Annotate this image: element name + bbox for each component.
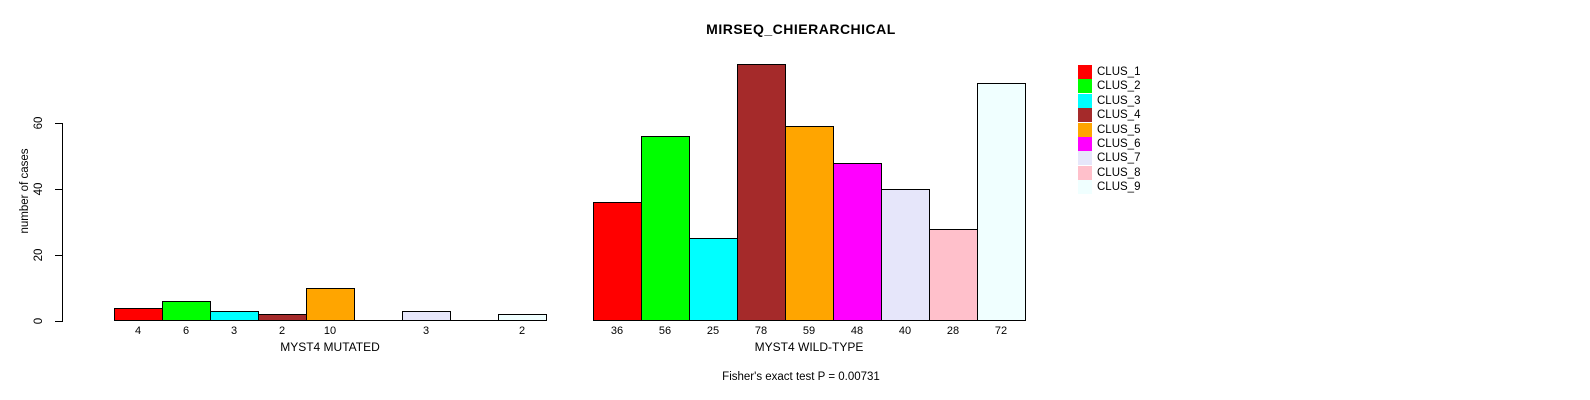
legend-swatch-clus_6: [1078, 137, 1092, 151]
bar-clus_7: [881, 189, 930, 321]
y-axis-tick: [55, 189, 62, 190]
legend-label-clus_8: CLUS_8: [1097, 166, 1141, 179]
y-axis-tick: [55, 321, 62, 322]
legend-label-clus_1: CLUS_1: [1097, 66, 1141, 78]
y-axis-tick: [55, 255, 62, 256]
bar-value-label: 59: [802, 325, 816, 337]
legend-label-clus_2: CLUS_2: [1097, 80, 1141, 93]
bar-clus_7: [402, 311, 451, 321]
legend-swatch-clus_5: [1078, 122, 1092, 137]
y-axis-tick-label: 0: [33, 317, 45, 325]
legend-swatch-clus_4: [1078, 108, 1092, 123]
bar-clus_2: [162, 301, 211, 321]
bar-clus_1: [593, 202, 642, 321]
bar-clus_9: [977, 83, 1026, 321]
legend-label-clus_5: CLUS_5: [1097, 123, 1141, 136]
legend-label-clus_3: CLUS_3: [1097, 94, 1141, 107]
bar-value-label: 36: [610, 325, 624, 337]
legend-label-clus_7: CLUS_7: [1097, 152, 1141, 165]
bar-value-label: 56: [658, 325, 672, 337]
y-axis-title: number of cases: [19, 148, 31, 234]
bar-value-label: 4: [134, 325, 142, 337]
legend-swatch-clus_2: [1078, 79, 1092, 94]
bar-value-label: 2: [278, 325, 286, 337]
bar-value-label: 72: [994, 325, 1008, 337]
bar-value-label: 48: [850, 325, 864, 337]
bar-clus_8: [929, 229, 978, 321]
legend-swatch-clus_7: [1078, 151, 1092, 166]
bar-clus_3: [210, 311, 259, 321]
bar-clus_8-zero: [450, 320, 499, 321]
bar-clus_4: [737, 64, 786, 321]
bar-clus_6-zero: [354, 320, 403, 321]
legend-swatch-clus_3: [1078, 93, 1092, 108]
bar-clus_1: [114, 308, 163, 321]
bar-value-label: 2: [518, 325, 526, 337]
bar-clus_4: [258, 314, 307, 321]
bar-clus_3: [689, 238, 738, 321]
bar-value-label: 3: [422, 325, 430, 337]
legend-label-clus_6: CLUS_6: [1097, 138, 1141, 150]
group-label-mutated: MYST4 MUTATED: [280, 340, 380, 354]
legend-swatch-clus_8: [1078, 165, 1092, 180]
y-axis-line: [62, 123, 63, 322]
legend-swatch-clus_1: [1078, 65, 1092, 79]
y-axis-tick-label: 40: [33, 182, 45, 196]
footnote-pvalue: Fisher's exact test P = 0.00731: [722, 371, 880, 383]
bar-value-label: 40: [898, 325, 912, 337]
bar-value-label: 6: [182, 325, 190, 337]
bar-clus_2: [641, 136, 690, 321]
bar-clus_9: [498, 314, 547, 321]
bar-value-label: 78: [754, 325, 768, 337]
bar-clus_5: [306, 288, 355, 321]
legend-label-clus_9: CLUS_9: [1097, 181, 1141, 194]
y-axis-tick: [55, 123, 62, 124]
y-axis-tick-label: 20: [33, 248, 45, 262]
legend-swatch-clus_9: [1078, 180, 1092, 195]
bar-value-label: 10: [323, 325, 337, 337]
legend-label-clus_4: CLUS_4: [1097, 109, 1141, 122]
bar-value-label: 25: [706, 325, 720, 337]
bar-clus_6: [833, 163, 882, 321]
bar-value-label: 3: [230, 325, 238, 337]
chart-title: MIRSEQ_CHIERARCHICAL: [706, 21, 896, 37]
bar-value-label: 28: [946, 325, 960, 337]
y-axis-tick-label: 60: [33, 116, 45, 130]
group-label-wild-type: MYST4 WILD-TYPE: [754, 340, 864, 354]
bar-clus_5: [785, 126, 834, 321]
